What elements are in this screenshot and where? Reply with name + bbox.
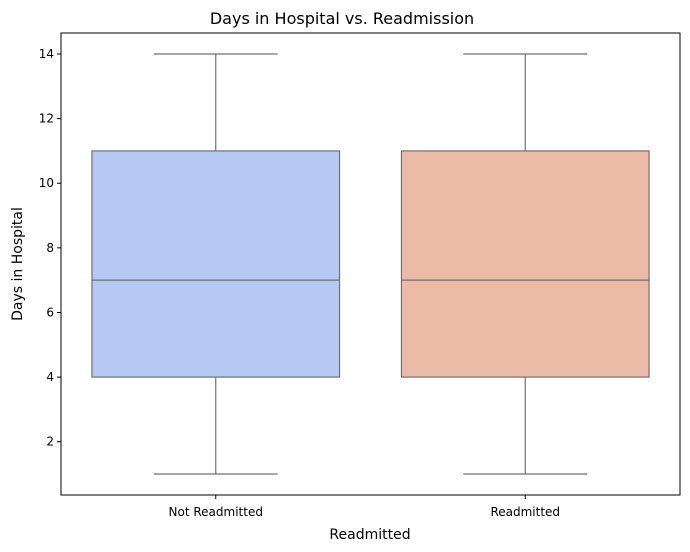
chart-title: Days in Hospital vs. Readmission (210, 9, 474, 28)
iqr-box (400, 150, 650, 378)
box-1 (91, 53, 341, 475)
x-tick-label: Readmitted (490, 505, 560, 519)
y-tick-label: 12 (39, 112, 54, 126)
y-tick-label: 10 (39, 176, 54, 190)
y-axis: 2 4 6 8 10 12 14 (39, 47, 61, 449)
y-axis-label: Days in Hospital (10, 207, 26, 321)
boxes-layer (91, 53, 650, 475)
y-tick-label: 6 (46, 305, 54, 319)
y-tick-label: 2 (46, 435, 54, 449)
plot-area (60, 32, 681, 496)
y-tick-label: 8 (46, 241, 54, 255)
x-tick-label: Not Readmitted (169, 505, 263, 519)
box-2 (400, 53, 650, 475)
x-axis-label: Readmitted (329, 527, 410, 543)
y-tick-label: 14 (39, 47, 54, 61)
iqr-box (91, 150, 341, 378)
x-axis: Not Readmitted Readmitted (169, 495, 560, 519)
y-tick-label: 4 (46, 370, 54, 384)
